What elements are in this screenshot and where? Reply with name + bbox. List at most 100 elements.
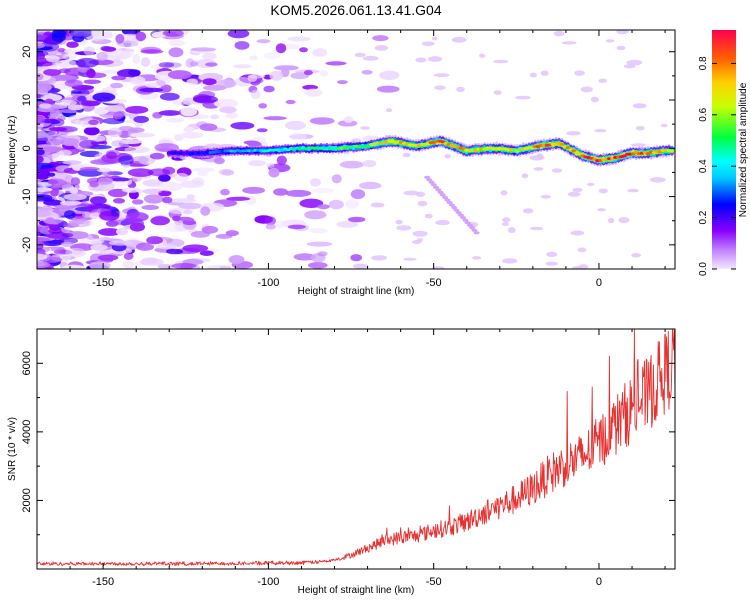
noise-blob [566, 131, 581, 136]
noise-blob [108, 240, 133, 246]
noise-blob [415, 57, 427, 63]
noise-blob [61, 138, 79, 146]
noise-blob [168, 47, 184, 58]
noise-blob [630, 143, 646, 147]
noise-blob [147, 168, 171, 177]
noise-blob [157, 181, 183, 192]
faint-trace-blob [462, 218, 469, 222]
noise-blob [86, 68, 96, 79]
noise-blob [158, 174, 171, 182]
noise-blob [289, 132, 307, 141]
noise-blob [112, 111, 124, 120]
snr-frame [36, 328, 676, 570]
noise-blob [132, 54, 141, 64]
noise-blob [133, 115, 149, 123]
noise-blob [451, 36, 467, 43]
noise-blob [37, 168, 50, 175]
noise-blob [350, 189, 366, 200]
noise-blob [331, 174, 342, 184]
noise-blob [312, 48, 328, 57]
y-tick-label: 4000 [21, 420, 33, 444]
x-tick-label: -50 [426, 576, 442, 588]
ridge-cell [669, 149, 675, 153]
noise-blob [269, 70, 284, 81]
noise-blob [536, 153, 544, 159]
noise-blob [594, 129, 607, 133]
noise-blob [348, 216, 366, 223]
noise-blob [162, 196, 173, 204]
noise-blob [598, 78, 608, 84]
noise-blob [67, 114, 93, 123]
noise-blob [61, 227, 71, 234]
faint-trace-blob [448, 203, 455, 207]
noise-blob [123, 48, 134, 58]
x-tick-label: -150 [92, 576, 114, 588]
colorbar-label: Normalized spectral amplitude [738, 82, 749, 217]
noise-blob [586, 182, 595, 186]
noise-blob [98, 228, 121, 236]
y-tick-label: -20 [21, 237, 33, 253]
noise-blob [284, 120, 306, 130]
noise-blob [79, 166, 100, 172]
noise-blob [567, 191, 581, 197]
noise-blob [37, 149, 45, 156]
noise-blob [59, 200, 82, 206]
noise-blob [49, 225, 61, 231]
noise-blob [64, 79, 83, 88]
y-tick-label: -10 [21, 189, 33, 205]
x-tick-label: -50 [426, 277, 442, 289]
noise-blob [51, 32, 66, 43]
noise-blob [493, 90, 502, 95]
noise-blob [299, 198, 324, 208]
noise-blob [396, 225, 412, 231]
noise-blob [502, 258, 518, 264]
noise-blob [500, 190, 508, 196]
spectrogram-x-label: Height of straight line (km) [298, 286, 415, 297]
noise-blob [57, 237, 79, 244]
noise-blob [173, 134, 184, 142]
noise-blob [37, 162, 55, 169]
noise-blob [234, 76, 251, 87]
faint-trace-blob [460, 216, 467, 220]
noise-blob [247, 74, 266, 79]
noise-blob [546, 251, 558, 257]
noise-blob [143, 194, 164, 204]
noise-blob [122, 260, 134, 269]
noise-blob [199, 250, 214, 256]
noise-blob [105, 220, 119, 227]
noise-blob [166, 117, 184, 123]
noise-blob [37, 115, 46, 125]
faint-trace-blob [433, 185, 440, 189]
noise-blob [141, 205, 160, 210]
noise-blob [37, 194, 53, 202]
noise-blob [62, 52, 77, 61]
snr-y-ticks: 2000 4000 6000 [21, 328, 675, 536]
noise-blob [361, 70, 373, 75]
noise-blob [70, 177, 81, 186]
noise-blob [37, 237, 51, 242]
faint-trace-blob [473, 231, 480, 235]
noise-blob [45, 55, 60, 63]
noise-blob [42, 214, 64, 225]
noise-blob [225, 112, 238, 119]
noise-blob [69, 219, 91, 228]
noise-blob [317, 251, 328, 257]
noise-blob [65, 247, 87, 258]
noise-blob [432, 266, 445, 269]
faint-trace-blob [437, 190, 444, 194]
noise-blob [152, 112, 163, 119]
noise-blob [247, 141, 262, 147]
noise-blob [101, 87, 117, 93]
noise-blob [99, 105, 125, 113]
noise-blob [325, 61, 347, 66]
noise-blob [493, 59, 509, 64]
noise-blob [421, 41, 435, 47]
noise-blob [46, 138, 64, 146]
noise-blob [158, 62, 175, 68]
noise-blob [607, 217, 615, 224]
faint-trace-blob [444, 198, 451, 202]
noise-blob [221, 169, 235, 176]
noise-blob [530, 72, 537, 78]
noise-blob [339, 160, 364, 169]
